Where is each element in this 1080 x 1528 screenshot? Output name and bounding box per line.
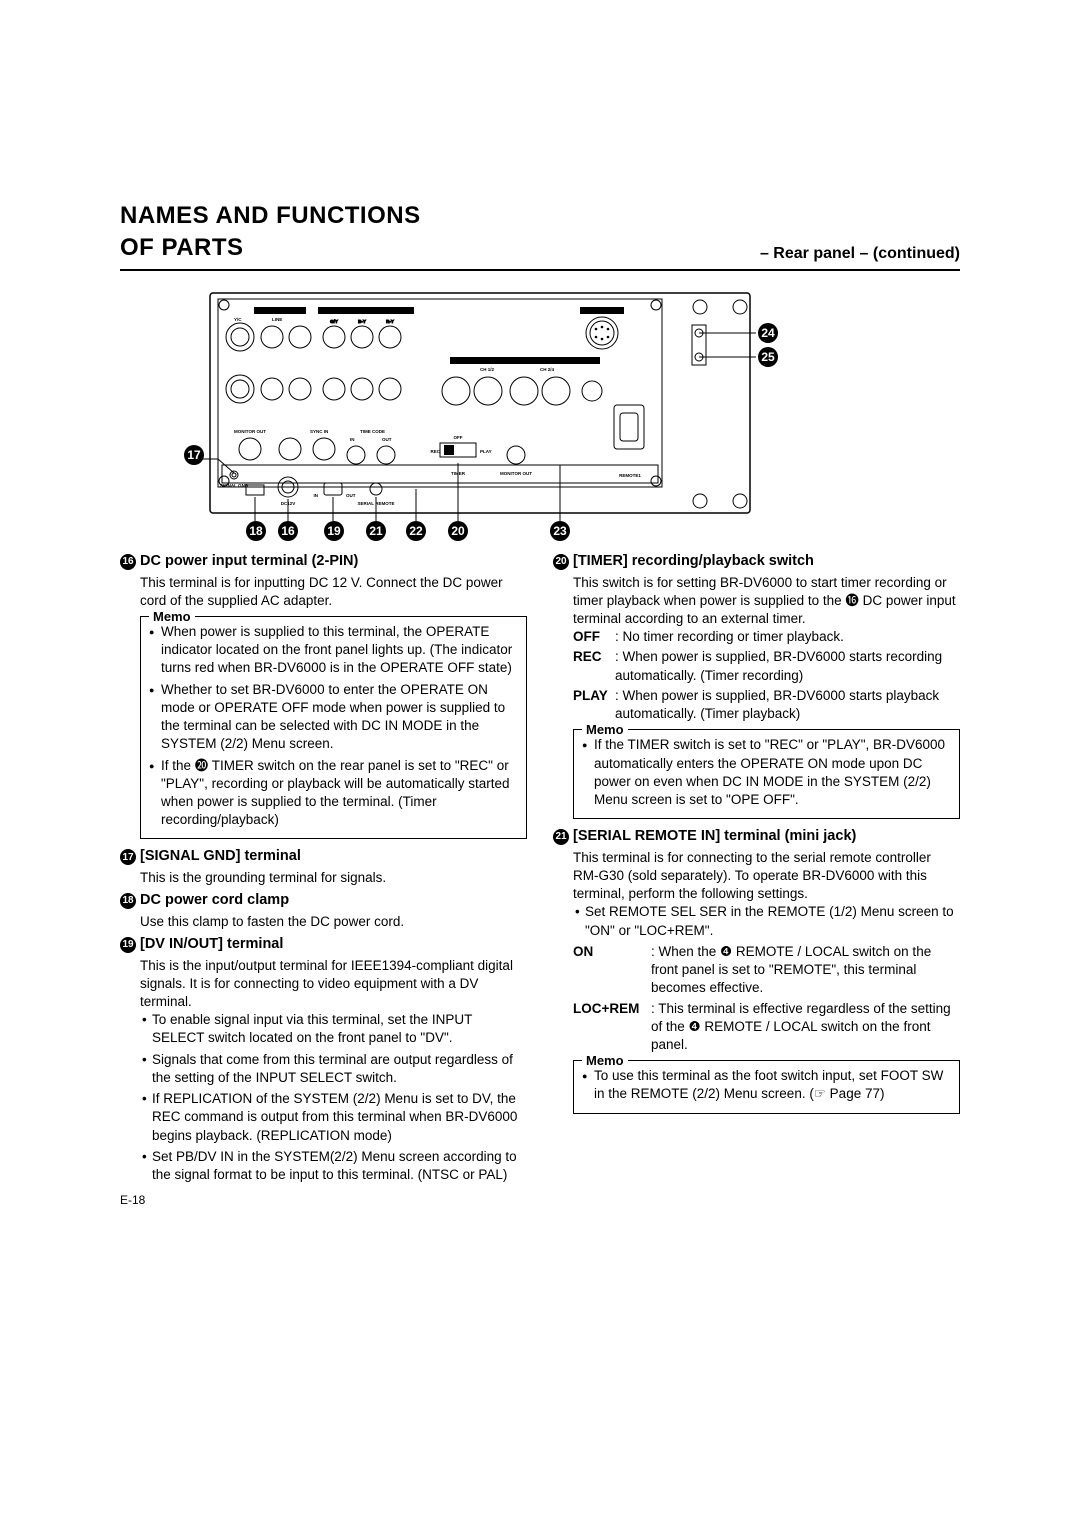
page-header: NAMES AND FUNCTIONS OF PARTS – Rear pane…	[120, 200, 960, 271]
s20-head: 20 [TIMER] recording/playback switch	[553, 552, 960, 572]
s19-head: 19 [DV IN/OUT] terminal	[120, 935, 527, 955]
callout-22: 22	[406, 521, 426, 541]
s17-num: 17	[120, 849, 136, 865]
svg-text:REMOTE1: REMOTE1	[619, 473, 641, 478]
s20-defs: OFF: No timer recording or timer playbac…	[573, 628, 960, 723]
svg-text:LINE: LINE	[272, 317, 282, 322]
s17-title: [SIGNAL GND] terminal	[140, 847, 301, 867]
s20-title: [TIMER] recording/playback switch	[573, 552, 814, 572]
callout-16: 16	[278, 521, 298, 541]
s19-bullet: Set PB/DV IN in the SYSTEM(2/2) Menu scr…	[140, 1148, 527, 1184]
s21-bullets: Set REMOTE SEL SER in the REMOTE (1/2) M…	[573, 903, 960, 939]
s20-num: 20	[553, 554, 569, 570]
svg-text:OUT: OUT	[346, 493, 356, 498]
svg-text:G/Y: G/Y	[330, 319, 338, 324]
s16-memo-item: Whether to set BR-DV6000 to enter the OP…	[149, 681, 518, 754]
callout-19: 19	[324, 521, 344, 541]
callout-17: 17	[184, 445, 204, 465]
svg-text:OFF: OFF	[454, 435, 463, 440]
s19-bullet: If REPLICATION of the SYSTEM (2/2) Menu …	[140, 1090, 527, 1145]
s21-defs: ON: When the ❹ REMOTE / LOCAL switch on …	[573, 943, 960, 1054]
svg-text:B-Y: B-Y	[358, 319, 366, 324]
s18-num: 18	[120, 893, 136, 909]
svg-text:AUDIO: AUDIO	[518, 358, 533, 363]
s19-title: [DV IN/OUT] terminal	[140, 935, 283, 955]
s20-memo-item: If the TIMER switch is set to "REC" or "…	[582, 736, 951, 809]
s21-body: This terminal is for connecting to the s…	[573, 849, 960, 904]
s21-bullet: Set REMOTE SEL SER in the REMOTE (1/2) M…	[573, 903, 960, 939]
svg-text:R-Y: R-Y	[386, 319, 394, 324]
s20-body: This switch is for setting BR-DV6000 to …	[573, 574, 960, 629]
s17-head: 17 [SIGNAL GND] terminal	[120, 847, 527, 867]
s16-title: DC power input terminal (2-PIN)	[140, 552, 358, 572]
svg-text:CH 2/4: CH 2/4	[540, 367, 555, 372]
svg-text:Y/C: Y/C	[234, 317, 242, 322]
svg-text:IN: IN	[314, 493, 319, 498]
s17-body: This is the grounding terminal for signa…	[140, 869, 527, 887]
rear-panel-svg: VIDEO COMPONENT REMOTE2 AUDIO Y/C LINE G…	[200, 285, 760, 525]
svg-text:SIGNAL GND: SIGNAL GND	[220, 483, 249, 488]
def-val: : When the ❹ REMOTE / LOCAL switch on th…	[651, 943, 960, 998]
rear-panel-diagram: VIDEO COMPONENT REMOTE2 AUDIO Y/C LINE G…	[200, 285, 880, 530]
s19-bullet: Signals that come from this terminal are…	[140, 1051, 527, 1087]
svg-text:CH 1/2: CH 1/2	[480, 367, 495, 372]
svg-text:MONITOR OUT: MONITOR OUT	[500, 471, 532, 476]
s18-title: DC power cord clamp	[140, 891, 289, 911]
s16-num: 16	[120, 554, 136, 570]
svg-text:VIDEO: VIDEO	[273, 308, 288, 313]
s18-head: 18 DC power cord clamp	[120, 891, 527, 911]
s18-body: Use this clamp to fasten the DC power co…	[140, 913, 527, 931]
svg-text:COMPONENT: COMPONENT	[351, 308, 381, 313]
title-line1: NAMES AND FUNCTIONS	[120, 200, 421, 232]
callout-18: 18	[246, 521, 266, 541]
def-key: REC	[573, 648, 615, 684]
s21-title: [SERIAL REMOTE IN] terminal (mini jack)	[573, 827, 856, 847]
page-title: NAMES AND FUNCTIONS OF PARTS	[120, 200, 421, 265]
content-columns: 16 DC power input terminal (2-PIN) This …	[120, 548, 960, 1208]
svg-text:IN: IN	[350, 437, 355, 442]
right-column: 20 [TIMER] recording/playback switch Thi…	[553, 548, 960, 1208]
callout-20: 20	[448, 521, 468, 541]
def-key: PLAY	[573, 687, 615, 723]
def-val: : This terminal is effective regardless …	[651, 1000, 960, 1055]
callout-21: 21	[366, 521, 386, 541]
def-val: : When power is supplied, BR-DV6000 star…	[615, 687, 960, 723]
svg-text:REC: REC	[430, 449, 440, 454]
svg-text:SYNC IN: SYNC IN	[310, 429, 328, 434]
s19-body: This is the input/output terminal for IE…	[140, 957, 527, 1012]
s20-memo: Memo If the TIMER switch is set to "REC"…	[573, 729, 960, 819]
def-val: : When power is supplied, BR-DV6000 star…	[615, 648, 960, 684]
callout-23: 23	[550, 521, 570, 541]
title-line2: OF PARTS	[120, 232, 421, 264]
callout-25: 25	[758, 347, 778, 367]
callout-24: 24	[758, 323, 778, 343]
def-key: LOC+REM	[573, 1000, 651, 1055]
s19-bullets: To enable signal input via this terminal…	[140, 1011, 527, 1184]
svg-text:TIME CODE: TIME CODE	[360, 429, 385, 434]
def-key: ON	[573, 943, 651, 998]
s21-head: 21 [SERIAL REMOTE IN] terminal (mini jac…	[553, 827, 960, 847]
s16-memo: Memo When power is supplied to this term…	[140, 616, 527, 839]
s19-bullet: To enable signal input via this terminal…	[140, 1011, 527, 1047]
page-subtitle: – Rear panel – (continued)	[760, 243, 960, 265]
s16-memo-item: If the ⓴ TIMER switch on the rear panel …	[149, 757, 518, 830]
s16-body: This terminal is for inputting DC 12 V. …	[140, 574, 527, 610]
page-number: E-18	[120, 1192, 527, 1208]
s21-memo-item: To use this terminal as the foot switch …	[582, 1067, 951, 1103]
left-column: 16 DC power input terminal (2-PIN) This …	[120, 548, 527, 1208]
svg-text:OUT: OUT	[382, 437, 392, 442]
svg-text:PLAY: PLAY	[480, 449, 492, 454]
s16-memo-item: When power is supplied to this terminal,…	[149, 623, 518, 678]
def-val: : No timer recording or timer playback.	[615, 628, 844, 646]
s21-memo: Memo To use this terminal as the foot sw…	[573, 1060, 960, 1113]
svg-text:MONITOR OUT: MONITOR OUT	[234, 429, 266, 434]
svg-text:REMOTE2: REMOTE2	[591, 308, 613, 313]
s16-head: 16 DC power input terminal (2-PIN)	[120, 552, 527, 572]
def-key: OFF	[573, 628, 615, 646]
s19-num: 19	[120, 937, 136, 953]
s21-num: 21	[553, 829, 569, 845]
